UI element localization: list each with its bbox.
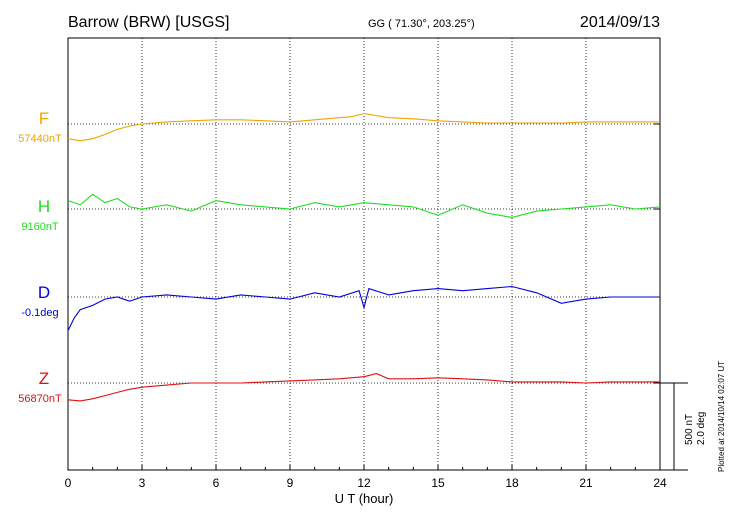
series-baseline-z: 56870nT	[18, 393, 62, 405]
date-label: 2014/09/13	[580, 14, 660, 31]
series-baseline-d: -0.1deg	[21, 307, 58, 319]
x-tick-label: 15	[431, 476, 445, 490]
scale-bar: 500 nT 2.0 deg	[660, 383, 707, 470]
series-baseline-h: 9160nT	[21, 221, 59, 233]
x-tick-label: 24	[653, 476, 667, 490]
x-tick-label: 12	[357, 476, 371, 490]
series-name-d: D	[38, 283, 50, 302]
series-name-h: H	[38, 197, 50, 216]
x-tick-label: 6	[213, 476, 220, 490]
x-tick-label: 9	[287, 476, 294, 490]
x-axis-ticks: 0 3 6 9 12 15 18 21 24	[65, 465, 667, 490]
series-name-f: F	[39, 109, 49, 128]
x-axis-label: U T (hour)	[335, 491, 394, 506]
series-line-f	[68, 114, 660, 141]
x-tick-label: 18	[505, 476, 519, 490]
grid-lines	[142, 38, 586, 470]
x-tick-label: 0	[65, 476, 72, 490]
x-tick-label: 21	[579, 476, 593, 490]
scale-bar-nt: 500 nT	[684, 414, 695, 445]
series-labels: F 57440nT H 9160nT D -0.1deg Z 56870nT	[18, 109, 62, 405]
scale-bar-deg: 2.0 deg	[696, 412, 707, 445]
plotted-timestamp: Plotted at 2014/10/14 02:07 UT	[717, 361, 726, 472]
x-tick-label: 3	[139, 476, 146, 490]
series-name-z: Z	[39, 369, 49, 388]
coordinates-label: GG ( 71.30°, 203.25°)	[368, 18, 475, 30]
station-title: Barrow (BRW) [USGS]	[68, 14, 230, 31]
series-baseline-f: 57440nT	[18, 133, 62, 145]
